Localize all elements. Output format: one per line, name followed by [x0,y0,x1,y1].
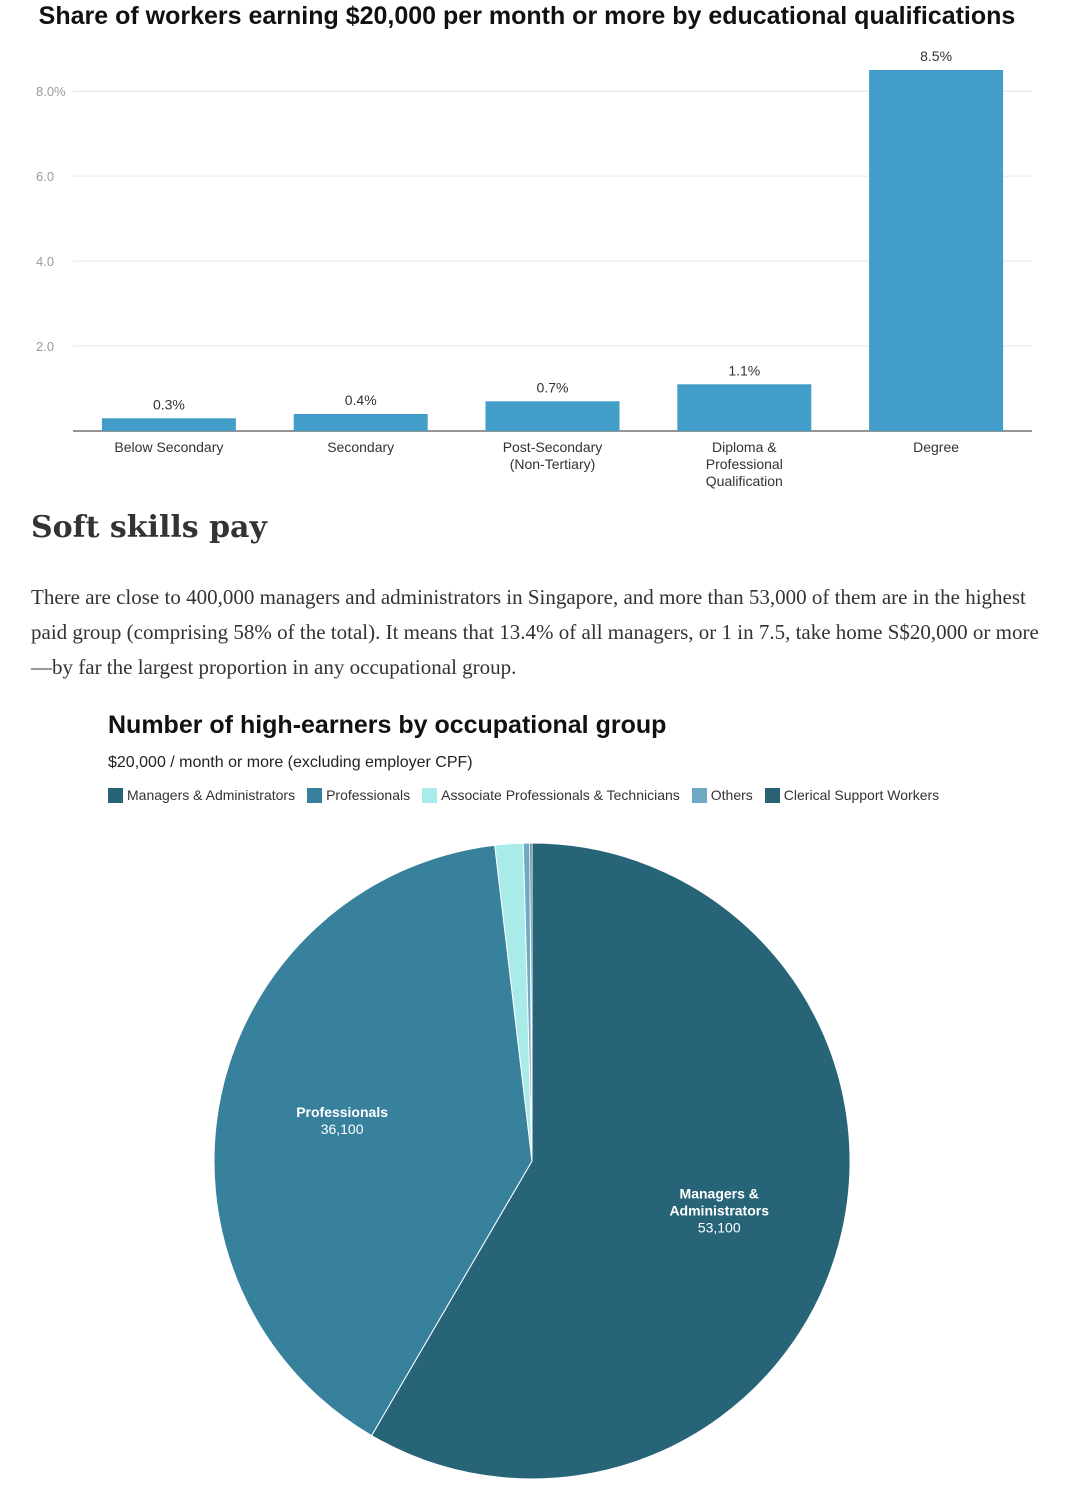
legend-label: Clerical Support Workers [783,787,940,803]
y-tick-label: 4.0 [36,254,54,269]
x-tick-label: Post-Secondary (Non-Tertiary) [503,439,603,472]
pie-slice-label: Managers & Administrators [669,1186,769,1219]
x-tick-label: Degree [913,439,959,455]
bar-data-label: 0.3% [153,396,185,412]
bar-chart-title: Share of workers earning $20,000 per mon… [38,2,1016,30]
bar [101,418,236,431]
legend-label: Others [710,787,753,803]
legend-item: Associate Professionals & Technicians [422,787,680,803]
pie-chart-subtitle: $20,000 / month or more (excluding emplo… [108,754,473,771]
legend-swatch [691,787,707,803]
bar [677,384,812,431]
pie-slice-label: Professionals [296,1104,388,1120]
legend-swatch [108,787,123,803]
pie-slice-value: 53,100 [698,1220,741,1236]
y-tick-label: 8.0% [36,84,66,99]
article-heading: Soft skills pay [31,510,267,545]
bar-data-label: 0.4% [345,392,377,408]
legend-label: Professionals [326,787,411,803]
pie-legend: Managers & Administrators Professionals As… [108,787,939,803]
bar-data-label: 8.5% [920,48,952,64]
article-paragraph: There are close to 400,000 managers and … [31,585,1039,679]
x-tick-label: Diploma & Professional Qualification [706,439,783,489]
legend-item: Managers & Administrators [108,787,295,803]
legend-swatch [422,787,438,803]
bar-chart: 2.0 4.0 6.0 8.0% 0.3% Below Secondary 0.4% Seco… [36,48,1032,489]
legend-label: Associate Professionals & Technicians [441,787,680,803]
pie-slice [370,842,851,1480]
pie-slice [529,842,533,1162]
bar [293,414,428,431]
bar [869,70,1004,431]
legend-label: Managers & Administrators [127,787,296,803]
x-tick-label: Below Secondary [114,439,223,455]
y-tick-label: 2.0 [36,339,54,354]
legend-item: Others [691,787,753,803]
pie-chart-title: Number of high-earners by occupational g… [108,711,667,739]
legend-swatch [764,787,780,803]
pie-slice [213,844,533,1437]
pie-slice-value: 36,100 [321,1121,364,1137]
legend-item: Clerical Support Workers [764,787,940,803]
bar [485,401,620,431]
x-tick-label: Secondary [327,439,394,455]
y-tick-label: 6.0 [36,169,54,184]
legend-item: Professionals [307,787,410,803]
bar-data-label: 1.1% [728,362,760,378]
bar-data-label: 0.7% [537,379,569,395]
legend-swatch [307,787,323,803]
